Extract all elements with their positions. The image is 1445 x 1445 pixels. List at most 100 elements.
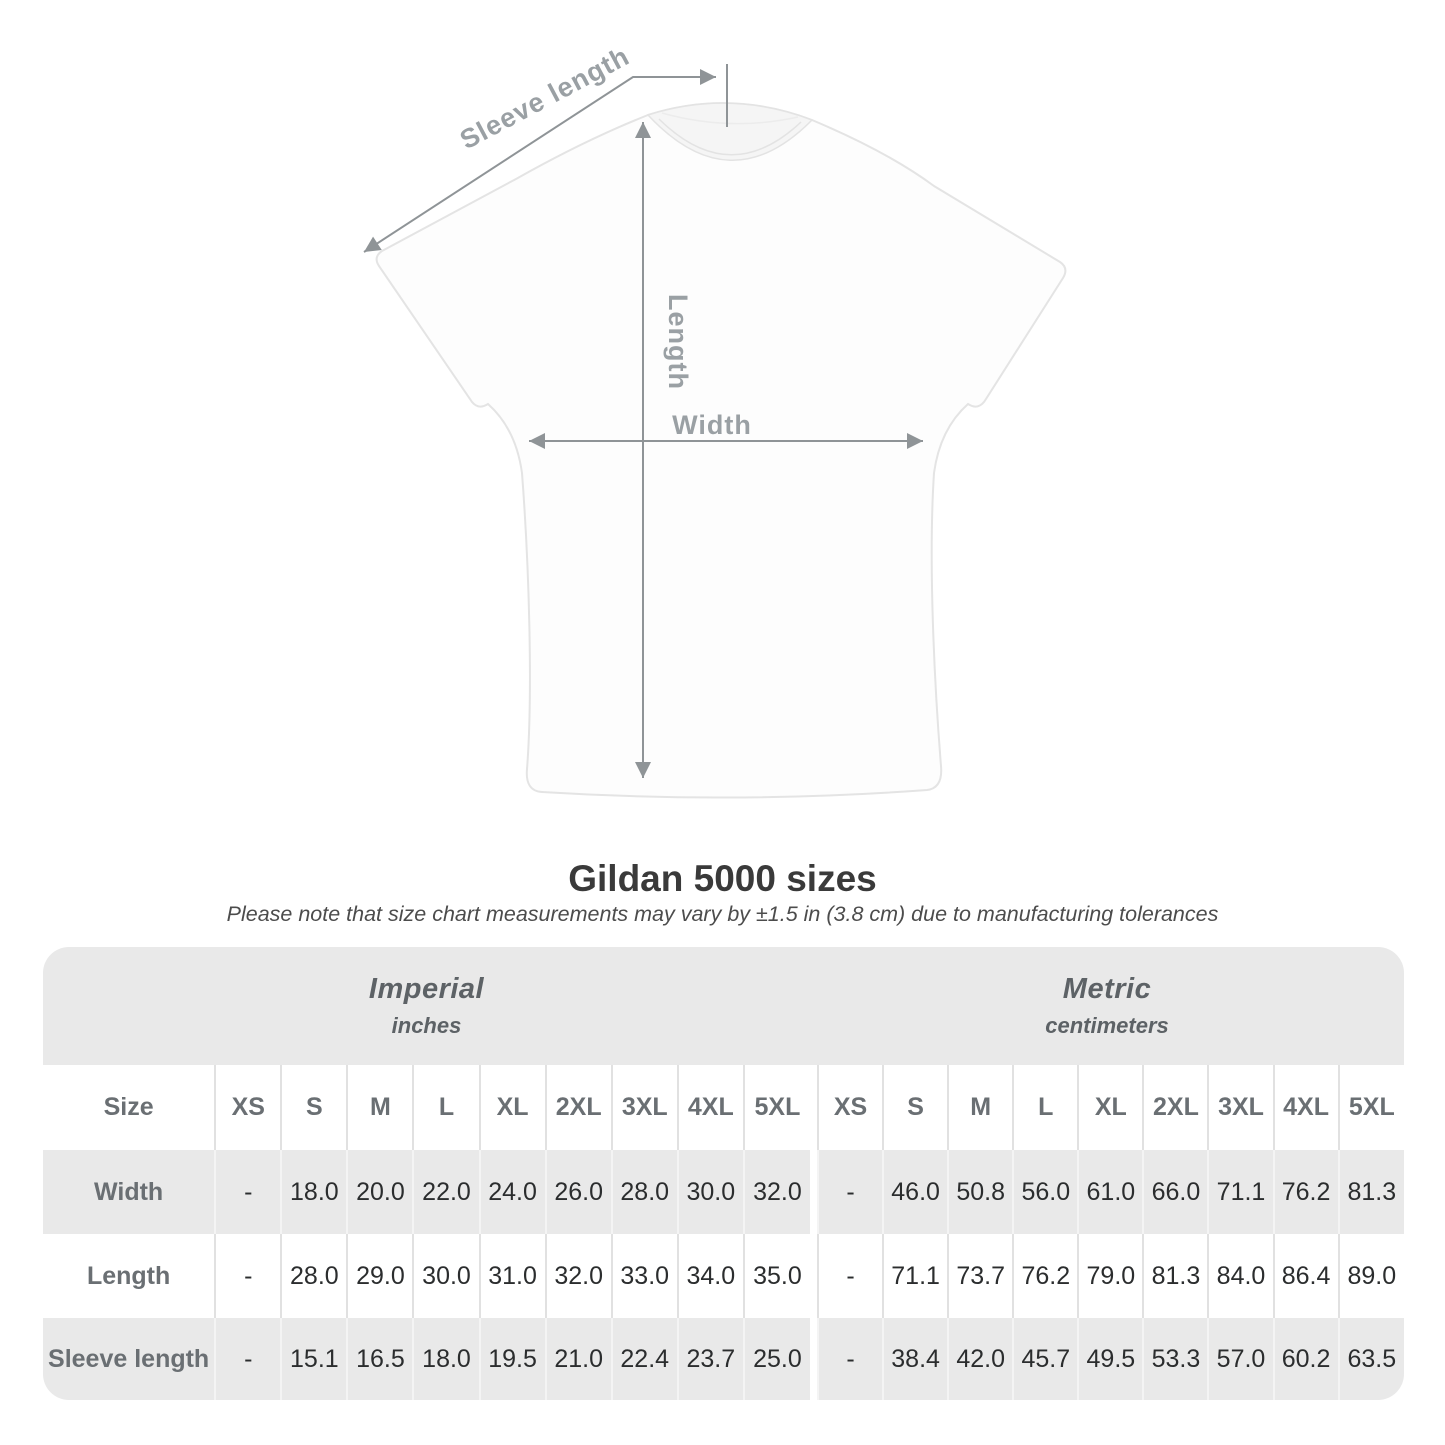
value-cell: 89.0: [1337, 1234, 1404, 1318]
value-cell: 34.0: [676, 1234, 744, 1318]
value-cell: 81.3: [1337, 1150, 1404, 1234]
size-col-header: S: [280, 1065, 348, 1150]
value-cell: 86.4: [1272, 1234, 1339, 1318]
size-col-header: XS: [816, 1065, 884, 1150]
tshirt-body-path: [375, 102, 1067, 799]
value-cell: 16.5: [346, 1318, 414, 1400]
value-cell: 71.1: [882, 1234, 949, 1318]
value-cell: 46.0: [882, 1150, 949, 1234]
size-col-header: M: [346, 1065, 414, 1150]
value-cell: 23.7: [676, 1318, 744, 1400]
value-cell: 66.0: [1142, 1150, 1209, 1234]
unit-group-divider: [810, 1065, 818, 1150]
size-col-header: L: [412, 1065, 480, 1150]
size-col-header: M: [947, 1065, 1014, 1150]
sleeve-length-row: Sleeve length - 15.1 16.5 18.0 19.5 21.0…: [43, 1318, 1404, 1400]
imperial-group-header: Imperial inches: [43, 947, 810, 1065]
value-cell: 76.2: [1012, 1234, 1079, 1318]
tolerance-note: Please note that size chart measurements…: [226, 902, 1219, 926]
value-cell: 18.0: [412, 1318, 480, 1400]
size-col-header: L: [1012, 1065, 1079, 1150]
value-cell: 73.7: [947, 1234, 1014, 1318]
value-cell: 15.1: [280, 1318, 348, 1400]
value-cell: 57.0: [1207, 1318, 1274, 1400]
size-row-label: Size: [43, 1065, 216, 1150]
size-col-header: XL: [1077, 1065, 1144, 1150]
value-cell: 32.0: [544, 1234, 612, 1318]
unit-group-divider: [810, 1318, 818, 1400]
size-col-header: S: [882, 1065, 949, 1150]
imperial-unit: inches: [391, 1013, 462, 1038]
value-cell: -: [214, 1150, 282, 1234]
width-label: Width: [672, 410, 752, 440]
value-cell: 33.0: [610, 1234, 678, 1318]
value-cell: -: [214, 1318, 282, 1400]
size-col-header: XL: [478, 1065, 546, 1150]
value-cell: 60.2: [1272, 1318, 1339, 1400]
value-cell: 63.5: [1337, 1318, 1404, 1400]
value-cell: 30.0: [676, 1150, 744, 1234]
value-cell: 29.0: [346, 1234, 414, 1318]
value-cell: 38.4: [882, 1318, 949, 1400]
row-label-width: Width: [43, 1150, 216, 1234]
value-cell: 31.0: [478, 1234, 546, 1318]
value-cell: -: [816, 1234, 884, 1318]
value-cell: 81.3: [1142, 1234, 1209, 1318]
size-col-header: 5XL: [742, 1065, 810, 1150]
unit-group-divider: [810, 1150, 818, 1234]
value-cell: -: [816, 1318, 884, 1400]
unit-group-divider: [810, 1234, 818, 1318]
metric-group-header: Metric centimeters: [810, 947, 1404, 1065]
size-col-header: 4XL: [1272, 1065, 1339, 1150]
value-cell: 28.0: [280, 1234, 348, 1318]
value-cell: 18.0: [280, 1150, 348, 1234]
page-title: Gildan 5000 sizes: [568, 858, 877, 899]
size-table-grid: Imperial inches Metric centimeters Size …: [43, 947, 1404, 1400]
size-col-header: 2XL: [544, 1065, 612, 1150]
size-col-header: 2XL: [1142, 1065, 1209, 1150]
value-cell: 49.5: [1077, 1318, 1144, 1400]
metric-unit: centimeters: [1045, 1013, 1169, 1038]
value-cell: 24.0: [478, 1150, 546, 1234]
row-label-sleeve-length: Sleeve length: [43, 1318, 216, 1400]
value-cell: 21.0: [544, 1318, 612, 1400]
value-cell: 50.8: [947, 1150, 1014, 1234]
value-cell: 56.0: [1012, 1150, 1079, 1234]
imperial-label: Imperial: [368, 973, 485, 1005]
value-cell: 53.3: [1142, 1318, 1209, 1400]
value-cell: 19.5: [478, 1318, 546, 1400]
value-cell: -: [816, 1150, 884, 1234]
sleeve-length-arrow: [363, 69, 716, 253]
value-cell: 61.0: [1077, 1150, 1144, 1234]
size-header-row: Size XS S M L XL 2XL 3XL 4XL 5XL XS S M …: [43, 1065, 1404, 1150]
value-cell: 42.0: [947, 1318, 1014, 1400]
value-cell: 45.7: [1012, 1318, 1079, 1400]
value-cell: 20.0: [346, 1150, 414, 1234]
size-col-header: XS: [214, 1065, 282, 1150]
value-cell: 26.0: [544, 1150, 612, 1234]
tshirt-diagram: Sleeve length Length Width: [363, 41, 1067, 799]
size-col-header: 3XL: [610, 1065, 678, 1150]
value-cell: 79.0: [1077, 1234, 1144, 1318]
metric-label: Metric: [1062, 973, 1152, 1005]
row-label-length: Length: [86, 1261, 171, 1290]
value-cell: -: [214, 1234, 282, 1318]
length-label: Length: [663, 294, 693, 390]
value-cell: 76.2: [1272, 1150, 1339, 1234]
value-cell: 30.0: [412, 1234, 480, 1318]
length-row: Length - 28.0 29.0 30.0 31.0 32.0 33.0 3…: [43, 1234, 1404, 1318]
value-cell: 84.0: [1207, 1234, 1274, 1318]
size-col-header: 3XL: [1207, 1065, 1274, 1150]
width-row: Width - 18.0 20.0 22.0 24.0 26.0 28.0 30…: [43, 1150, 1404, 1234]
size-col-header: 4XL: [676, 1065, 744, 1150]
size-table: Imperial inches Metric centimeters Size …: [43, 947, 1404, 1400]
value-cell: 32.0: [742, 1150, 810, 1234]
value-cell: 28.0: [610, 1150, 678, 1234]
unit-header-row: Imperial inches Metric centimeters: [43, 947, 1404, 1065]
value-cell: 71.1: [1207, 1150, 1274, 1234]
value-cell: 35.0: [742, 1234, 810, 1318]
value-cell: 22.4: [610, 1318, 678, 1400]
value-cell: 25.0: [742, 1318, 810, 1400]
value-cell: 22.0: [412, 1150, 480, 1234]
